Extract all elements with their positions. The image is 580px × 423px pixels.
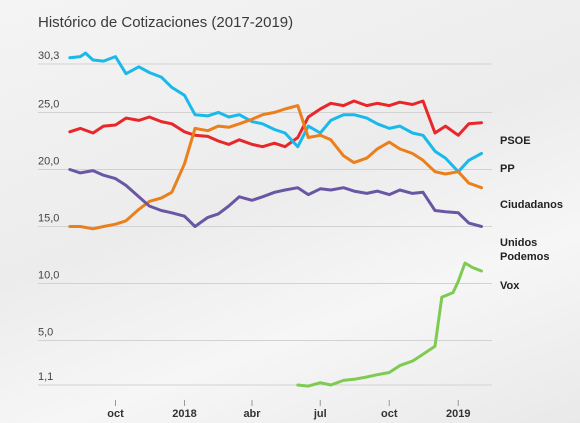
series-labels: PSOE PP Ciudadanos Unidos Podemos Vox <box>500 135 563 292</box>
x-axis-ticks: oct 2018 abr jul oct 2019 <box>107 400 470 420</box>
series-line-ciudadanos <box>68 104 483 231</box>
y-tick-label: 1,1 <box>38 371 53 383</box>
x-tick-label: oct <box>381 408 398 420</box>
series-line-psoe <box>68 99 483 149</box>
series-label-unidos-podemos: Unidos Podemos <box>500 237 550 263</box>
y-tick-label: 15,0 <box>38 212 59 224</box>
y-axis-ticks: 30,3 25,0 20,0 15,0 10,0 5,0 1,1 <box>38 50 59 383</box>
series-line-vox <box>296 261 483 388</box>
x-tick-label: 2018 <box>172 408 196 420</box>
y-tick-label: 5,0 <box>38 327 53 339</box>
series-label-pp: PP <box>500 163 515 175</box>
x-tick-label: abr <box>243 408 261 420</box>
x-tick-label: jul <box>313 408 327 420</box>
series-label-ciudadanos: Ciudadanos <box>500 199 563 211</box>
series-line-unidos-podemos <box>68 168 483 228</box>
series-line-pp <box>68 51 483 174</box>
series-label-psoe: PSOE <box>500 135 531 147</box>
series-lines <box>68 51 483 388</box>
series-label-vox: Vox <box>500 280 520 292</box>
y-tick-label: 30,3 <box>38 50 59 62</box>
y-tick-label: 10,0 <box>38 270 59 282</box>
chart-title: Histórico de Cotizaciones (2017-2019) <box>38 14 294 31</box>
x-tick-label: 2019 <box>446 408 470 420</box>
x-tick-label: oct <box>107 408 124 420</box>
y-tick-label: 25,0 <box>38 98 59 110</box>
grid-lines <box>38 63 492 386</box>
y-tick-label: 20,0 <box>38 155 59 167</box>
